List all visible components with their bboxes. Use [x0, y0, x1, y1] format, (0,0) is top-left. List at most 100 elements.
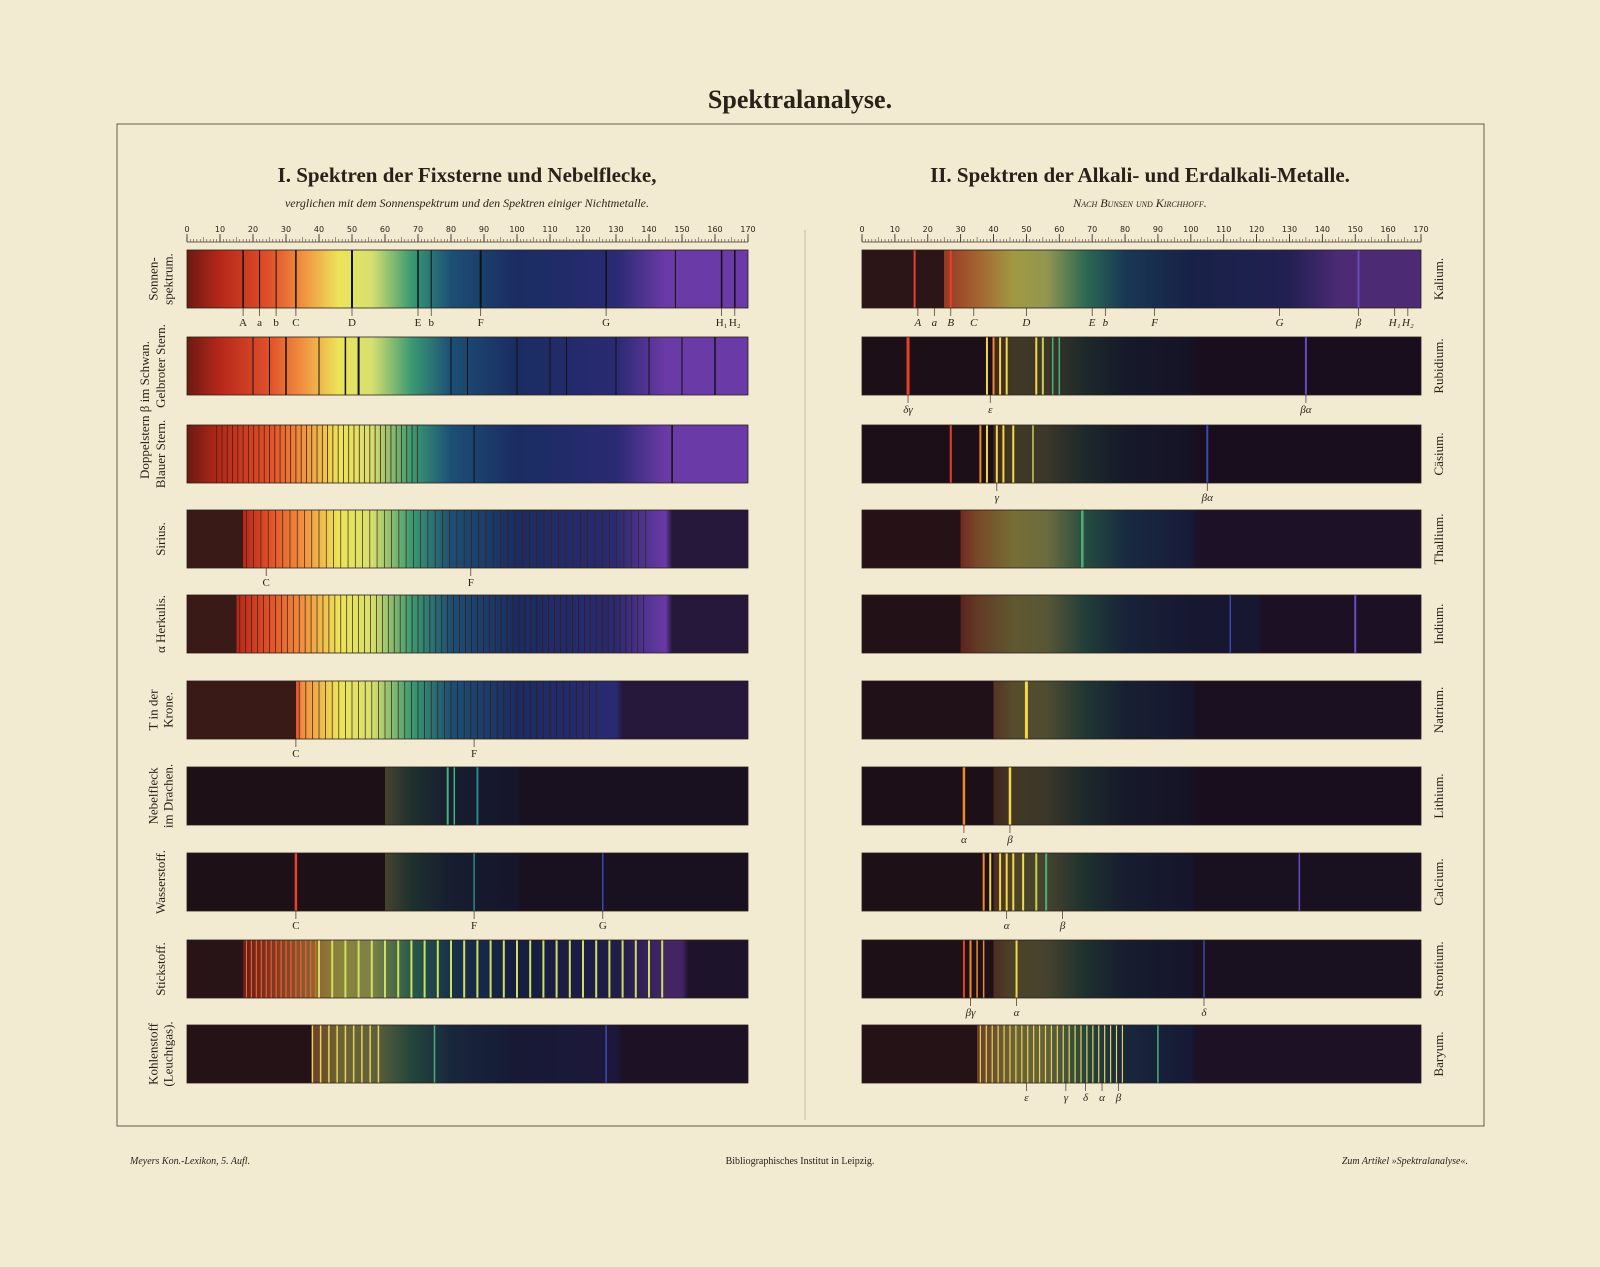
spectrum-border	[186, 766, 749, 826]
line-letter: A	[914, 317, 922, 329]
row-label: Thallium.	[1431, 514, 1446, 565]
scale-label: 130	[608, 225, 623, 234]
spectrum-shade	[862, 681, 1421, 739]
spectrum	[187, 510, 748, 568]
spectrum-border	[861, 766, 1422, 826]
spectrum-border	[186, 249, 749, 309]
scale-label: 70	[1087, 225, 1097, 234]
spectrum	[187, 425, 748, 483]
scale-label: 20	[248, 225, 258, 234]
line-letter: E	[415, 317, 422, 329]
line-letter: α	[961, 834, 967, 846]
scale-label: 80	[1120, 225, 1130, 234]
spectrum-border	[186, 680, 749, 740]
line-letter: b	[273, 317, 279, 329]
spectrum-shade	[862, 510, 1421, 568]
scale-label: 140	[641, 225, 656, 234]
row-label: Baryum.	[1431, 1031, 1446, 1076]
line-letter: γ	[995, 492, 1000, 504]
line-letter: C	[292, 748, 299, 760]
row-label: Strontium.	[1431, 941, 1446, 996]
line-letter: γ	[1064, 1092, 1069, 1104]
line-letter: α	[1099, 1092, 1105, 1104]
line-letter: F	[478, 317, 484, 329]
scale-label: 0	[184, 225, 189, 234]
line-letter: β	[1355, 317, 1362, 329]
spectrum-border	[186, 1024, 749, 1084]
footer-right: Zum Artikel »Spektralanalyse«.	[1342, 1156, 1468, 1167]
line-letter: A	[239, 317, 247, 329]
spectrum-border	[861, 336, 1422, 396]
row-label: Sirius.	[153, 522, 168, 556]
scale-label: 60	[380, 225, 390, 234]
plate-title: Spektralanalyse.	[708, 85, 892, 114]
spectrum-border	[861, 680, 1422, 740]
spectrum-border	[861, 509, 1422, 569]
spectrum-border	[861, 939, 1422, 999]
line-letter: β	[1006, 834, 1013, 846]
spectrum-border	[861, 249, 1422, 309]
line-letter: α	[1004, 920, 1010, 932]
scale-label: 130	[1282, 225, 1297, 234]
scale-label: 100	[1183, 225, 1198, 234]
scale-label: 100	[509, 225, 524, 234]
line-letter: C	[263, 577, 270, 589]
row-label: Cäsium.	[1431, 433, 1446, 476]
scale-label: 110	[542, 225, 557, 234]
line-letter: F	[471, 920, 477, 932]
line-letter: ε	[1024, 1092, 1029, 1104]
row-label: Blauer Stern.	[153, 420, 168, 489]
row-label: Rubidium.	[1431, 338, 1446, 393]
row-label: spektrum.	[160, 253, 175, 305]
scale-label: 10	[215, 225, 225, 234]
row-label: Kalium.	[1431, 258, 1446, 300]
spectrum-shade	[862, 250, 1421, 308]
line-letter: a	[932, 317, 938, 329]
spectrum-shade	[862, 853, 1421, 911]
footer-left: Meyers Kon.-Lexikon, 5. Aufl.	[129, 1156, 250, 1167]
scale-label: 50	[1021, 225, 1031, 234]
line-letter: G	[599, 920, 607, 932]
section-title: I. Spektren der Fixsterne und Nebelfleck…	[278, 163, 657, 187]
row-label: Sonnen-	[145, 257, 160, 300]
spectrum	[187, 940, 748, 998]
scale-label: 140	[1315, 225, 1330, 234]
spectrum-shade	[862, 767, 1421, 825]
group-label: Doppelstern β im Schwan.	[137, 341, 152, 479]
spectrum-shade	[187, 940, 748, 998]
row-label: Lithium.	[1431, 773, 1446, 818]
line-letter: H₁	[1388, 317, 1401, 329]
line-letter: C	[970, 317, 978, 329]
scale-label: 120	[1249, 225, 1264, 234]
line-letter: β	[1115, 1092, 1122, 1104]
spectrum-border	[861, 1024, 1422, 1084]
footer-center: Bibliographisches Institut in Leipzig.	[726, 1156, 875, 1167]
line-letter: G	[1276, 317, 1284, 329]
row-label: Wasserstoff.	[153, 850, 168, 914]
scale-label: 10	[890, 225, 900, 234]
spectrum-shade	[187, 853, 748, 911]
section-subtitle: verglichen mit dem Sonnenspektrum und de…	[285, 196, 649, 210]
scale-label: 160	[1380, 225, 1395, 234]
frame	[116, 123, 1485, 1127]
line-letter: F	[471, 748, 477, 760]
line-letter: b	[428, 317, 434, 329]
spectrum-border	[186, 594, 749, 654]
scale-label: 150	[674, 225, 689, 234]
line-letter: H₂	[1401, 317, 1414, 329]
row-label: Nebelfleck	[145, 767, 160, 825]
scale-label: 90	[1153, 225, 1163, 234]
scale-label: 80	[446, 225, 456, 234]
line-letter: F	[468, 577, 474, 589]
scale-label: 110	[1216, 225, 1231, 234]
spectrum	[187, 681, 748, 739]
section-title: II. Spektren der Alkali- und Erdalkali-M…	[930, 163, 1350, 187]
line-letter: ε	[988, 404, 993, 416]
line-letter: H₁	[716, 317, 728, 329]
line-letter: βα	[1299, 404, 1311, 416]
scale-label: 0	[859, 225, 864, 234]
spectrum-shade	[862, 595, 1421, 653]
spectrum-shade	[187, 767, 748, 825]
line-letter: H₂	[729, 317, 741, 329]
